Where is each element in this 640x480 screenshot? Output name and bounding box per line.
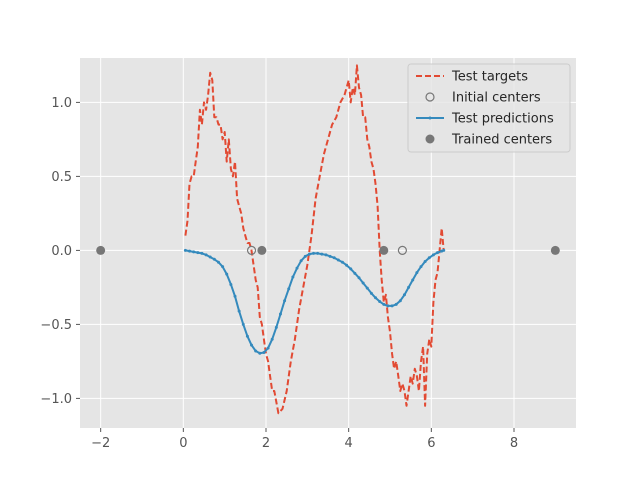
prediction-point [241, 322, 245, 326]
prediction-point [357, 276, 361, 280]
legend-label: Test targets [451, 70, 528, 85]
prediction-point [324, 253, 328, 257]
prediction-point [436, 251, 440, 255]
prediction-point [369, 291, 373, 295]
initial-center-point [246, 245, 257, 255]
prediction-point [225, 272, 229, 276]
x-tick-label: 6 [427, 436, 435, 451]
x-tick-label: −2 [91, 436, 110, 451]
prediction-point [295, 266, 299, 270]
prediction-point [431, 253, 435, 257]
legend-label: Initial centers [452, 91, 541, 106]
prediction-point [291, 275, 295, 279]
prediction-point [402, 293, 406, 297]
prediction-point [299, 259, 303, 263]
prediction-point [378, 299, 382, 303]
legend-box [407, 63, 571, 153]
prediction-point [208, 255, 212, 259]
trained-center-point [550, 245, 560, 255]
prediction-point [336, 258, 340, 262]
prediction-point [349, 267, 353, 271]
prediction-point [287, 287, 291, 291]
prediction-point [245, 334, 249, 338]
prediction-point [274, 325, 278, 329]
prediction-point [328, 254, 332, 258]
prediction-point [345, 263, 349, 267]
prediction-point [233, 294, 237, 298]
prediction-point [188, 249, 192, 253]
prediction-point [419, 265, 423, 269]
trained-center-point [257, 245, 267, 255]
prediction-point [332, 256, 336, 260]
prediction-point [229, 282, 233, 286]
prediction-point [415, 271, 419, 275]
y-tick-label: −0.5 [40, 318, 72, 333]
y-tick-label: −1.0 [40, 392, 72, 407]
prediction-point [254, 349, 258, 353]
prediction-point [390, 304, 394, 308]
prediction-point [216, 260, 220, 264]
prediction-point [394, 302, 398, 306]
prediction-point [374, 296, 378, 300]
prediction-point [320, 252, 324, 256]
prediction-point [365, 286, 369, 290]
prediction-point [196, 251, 200, 255]
prediction-point [442, 248, 446, 252]
prediction-point [353, 271, 357, 275]
prediction-point [386, 304, 390, 308]
prediction-point [200, 251, 204, 255]
x-tick-label: 0 [179, 436, 187, 451]
prediction-point [283, 299, 287, 303]
prediction-point [316, 251, 320, 255]
prediction-point [361, 281, 365, 285]
prediction-point [270, 337, 274, 341]
x-tick-label: 8 [510, 436, 518, 451]
trained-center-point [96, 245, 106, 255]
legend-label: Trained centers [451, 133, 552, 148]
x-tick-label: 4 [345, 436, 353, 451]
prediction-point [258, 351, 262, 355]
x-tick-label: 2 [262, 436, 270, 451]
prediction-point [312, 251, 316, 255]
y-tick-label: 1.0 [51, 96, 72, 111]
prediction-point [221, 265, 225, 269]
y-tick-label: 0.0 [51, 244, 72, 259]
prediction-point [266, 346, 270, 350]
prediction-point [382, 302, 386, 306]
prediction-point [307, 252, 311, 256]
prediction-point [278, 312, 282, 316]
legend-trained-swatch [425, 134, 435, 144]
prediction-point [250, 343, 254, 347]
series-test-predictions [185, 249, 445, 355]
prediction-point [411, 278, 415, 282]
y-tick-label: 0.5 [51, 170, 72, 185]
prediction-point [204, 253, 208, 257]
prediction-point [423, 260, 427, 263]
y-axis: −1.0 −0.5 0.0 0.5 1.0 [40, 96, 80, 407]
prediction-point [303, 254, 307, 258]
x-axis: −2 0 2 4 6 8 [91, 428, 518, 451]
legend-label: Test predictions [451, 112, 554, 127]
trained-center-point [379, 245, 389, 255]
legend: Test targets Initial centers Test predicti… [407, 63, 571, 153]
prediction-point [237, 309, 241, 313]
data-layer [96, 64, 560, 415]
legend-predictions-marker [428, 116, 432, 120]
initial-center-point [397, 245, 407, 255]
prediction-point [183, 248, 187, 252]
prediction-point [427, 256, 431, 260]
series-test-targets [184, 64, 445, 415]
prediction-point [398, 299, 402, 303]
prediction-point [340, 260, 344, 264]
prediction-point [407, 285, 411, 289]
prediction-point [212, 257, 216, 261]
prediction-point [262, 351, 266, 355]
prediction-point [192, 250, 196, 254]
legend-initial-swatch [425, 92, 435, 102]
